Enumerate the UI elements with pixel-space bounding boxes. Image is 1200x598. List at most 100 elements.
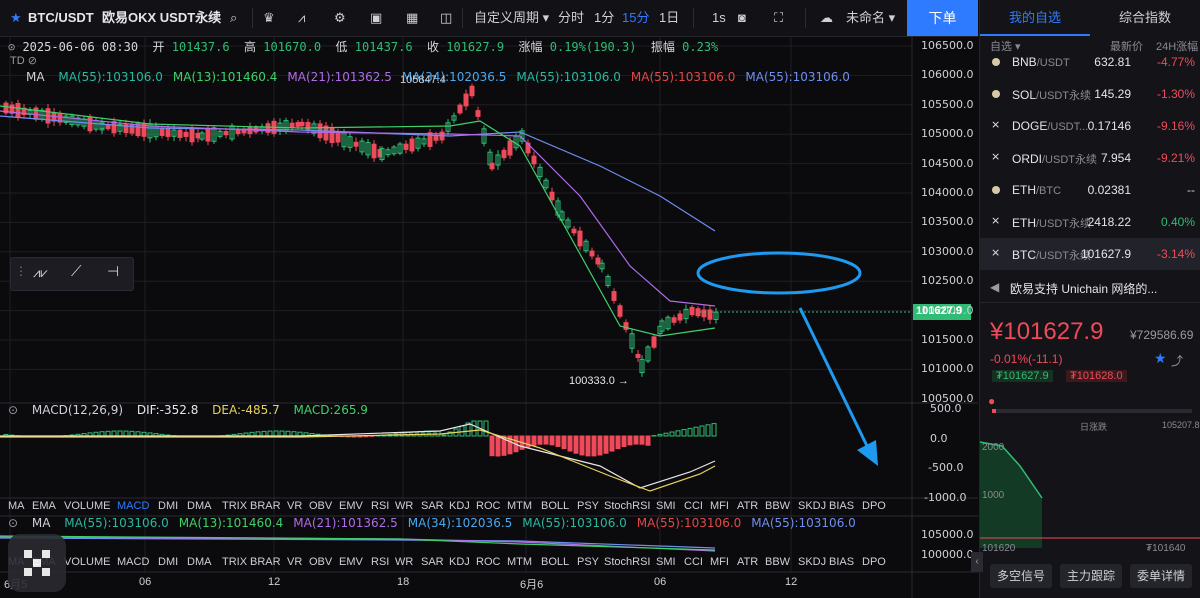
indicator-tab-psy[interactable]: PSY [577,500,600,512]
watchlist-row[interactable]: ⨯ ETH/USDT永续 2418.22 0.40% [980,206,1200,238]
indicator-tab-atr[interactable]: ATR [737,500,759,512]
indicator-tab-rsi[interactable]: RSI [371,556,390,568]
indicator-tab-roc[interactable]: ROC [476,556,501,568]
indicator-tab-dpo[interactable]: DPO [862,556,886,568]
header-watchlist[interactable]: 自选 ▾ [990,41,1021,53]
interval-timeshare[interactable]: 分时 [558,10,585,25]
indicator-tab-sar[interactable]: SAR [421,556,444,568]
indicator-tab-sar[interactable]: SAR [421,500,444,512]
indicator-tab-boll[interactable]: BOLL [541,556,570,568]
interval-1s[interactable]: 1s [712,10,726,25]
watchlist-row[interactable]: ⨯ BTC/USDT永续 101627.9 -3.14% [980,238,1200,270]
indicator-tab-cci[interactable]: CCI [684,500,703,512]
long-short-signal-button[interactable]: 多空信号 [990,564,1052,588]
watchlist-row[interactable]: SOL/USDT永续 145.29 -1.30% [980,78,1200,110]
pair-name[interactable]: BTC/USDT [28,10,94,25]
indicator-tab-psy[interactable]: PSY [577,556,600,568]
news-ticker[interactable]: ◀ 欧易支持 Unichain 网络的... [980,272,1200,302]
gear-icon[interactable]: ⚙ [334,10,346,25]
indicator-tab-mfi[interactable]: MFI [710,556,729,568]
interval-1m[interactable]: 1分 [594,10,615,25]
indicator-tab-vr[interactable]: VR [287,556,303,568]
indicator-tab-dmi[interactable]: DMI [158,500,179,512]
trendline-tool-icon[interactable]: ⟋ [71,263,82,280]
chart-type-icon[interactable]: ⩘ [298,10,306,25]
layout-icon[interactable]: ◫ [440,10,453,25]
indicator-tab-bbw[interactable]: BBW [765,500,791,512]
order-detail-button[interactable]: 委单详情 [1130,564,1192,588]
indicator-tab-stochrsi[interactable]: StochRSI [604,500,651,512]
indicator-tab-dpo[interactable]: DPO [862,500,886,512]
indicator-tab-emv[interactable]: EMV [339,556,363,568]
indicator-tab-dmi[interactable]: DMI [158,556,179,568]
main-force-tracking-button[interactable]: 主力跟踪 [1060,564,1122,588]
indicator-tab-emv[interactable]: EMV [339,500,363,512]
interval-15m[interactable]: 15分 [622,10,650,25]
image-icon[interactable]: ▣ [370,10,383,25]
indicator-tab-bias[interactable]: BIAS [829,500,855,512]
crown-icon[interactable]: ♛ [263,10,275,25]
indicator-tab-ema[interactable]: EMA [32,500,56,512]
indicator-tab-skdj[interactable]: SKDJ [798,556,827,568]
watchlist-row[interactable]: BNB/USDT 632.81 -4.77% [980,46,1200,78]
watchlist-row[interactable]: ⨯ DOGE/USDT... 0.17146 -9.16% [980,110,1200,142]
indicator-tab-bias[interactable]: BIAS [829,556,855,568]
collapse-icon[interactable]: ⊙ [8,516,19,530]
fullscreen-icon[interactable]: ⛶ [774,10,784,25]
favorite-star-icon[interactable]: ★ [1154,350,1167,366]
price-chart-svg[interactable] [0,36,978,598]
tab-indices[interactable]: 综合指数 [1118,10,1171,25]
indicator-tab-smi[interactable]: SMI [656,556,676,568]
star-icon[interactable]: ★ [10,10,22,25]
indicator-tab-brar[interactable]: BRAR [250,556,281,568]
watchlist-row[interactable]: ETH/BTC 0.02381 -- [980,174,1200,206]
tab-watchlist[interactable]: 我的自选 [980,0,1090,36]
indicator-tab-atr[interactable]: ATR [737,556,759,568]
td-indicator[interactable]: TD ⊘ [10,54,37,67]
indicator-tab-brar[interactable]: BRAR [250,500,281,512]
indicator-tab-cci[interactable]: CCI [684,556,703,568]
collapse-icon[interactable]: ⊙ [8,403,19,417]
indicator-tab-wr[interactable]: WR [395,556,414,568]
indicator-tab-dma[interactable]: DMA [187,556,212,568]
search-icon[interactable]: ⌕ [230,10,238,25]
indicator-tab-trix[interactable]: TRIX [222,556,248,568]
indicator-tab-bbw[interactable]: BBW [765,556,791,568]
indicator-tab-mtm[interactable]: MTM [507,556,533,568]
period-dropdown[interactable]: 自定义周期 ▾ [474,10,550,25]
exchange-name[interactable]: 欧易OKX USDT永续 [102,10,222,25]
indicator-tab-trix[interactable]: TRIX [222,500,248,512]
indicator-tab-macd[interactable]: MACD [117,500,150,512]
indicator-tab-macd[interactable]: MACD [117,556,150,568]
indicator-tab-kdj[interactable]: KDJ [449,500,470,512]
header-last-price[interactable]: 最新价 [1110,41,1143,53]
panel-toggle-icon[interactable]: ‹ [971,552,983,572]
cloud-icon[interactable]: ☁ [820,10,833,25]
indicator-tab-dma[interactable]: DMA [187,500,212,512]
eye-hidden-icon[interactable]: ⊘ [27,55,37,67]
indicator-tab-volume[interactable]: VOLUME [64,556,111,568]
indicator-tab-stochrsi[interactable]: StochRSI [604,556,651,568]
chart-area[interactable]: ⊙ 2025-06-06 08:30 开 101437.6 高 101670.0… [0,36,978,598]
indicator-tab-skdj[interactable]: SKDJ [798,500,827,512]
indicator-tab-obv[interactable]: OBV [309,500,333,512]
indicator-tab-smi[interactable]: SMI [656,500,676,512]
indicator-tab-ma[interactable]: MA [8,500,25,512]
wave-tool-icon[interactable]: ⩘⩗ [33,265,48,280]
indicator-tab-kdj[interactable]: KDJ [449,556,470,568]
horizontal-line-tool-icon[interactable]: ⊣ [107,263,120,279]
indicator-tab-mtm[interactable]: MTM [507,500,533,512]
indicator-tab-volume[interactable]: VOLUME [64,500,111,512]
floating-menu-button[interactable] [8,534,66,592]
indicator-tab-roc[interactable]: ROC [476,500,501,512]
order-button[interactable]: 下单 [907,0,978,36]
indicator-tab-mfi[interactable]: MFI [710,500,729,512]
camera-icon[interactable]: ◙ [738,10,746,25]
share-icon[interactable]: ⤴ [1171,354,1184,368]
indicator-tab-rsi[interactable]: RSI [371,500,390,512]
layout-name[interactable]: 未命名 ▾ [846,10,896,25]
indicator-tab-wr[interactable]: WR [395,500,414,512]
depth-chart[interactable] [980,436,1200,548]
watchlist-row[interactable]: ⨯ ORDI/USDT永续 7.954 -9.21% [980,142,1200,174]
indicator-tab-vr[interactable]: VR [287,500,303,512]
